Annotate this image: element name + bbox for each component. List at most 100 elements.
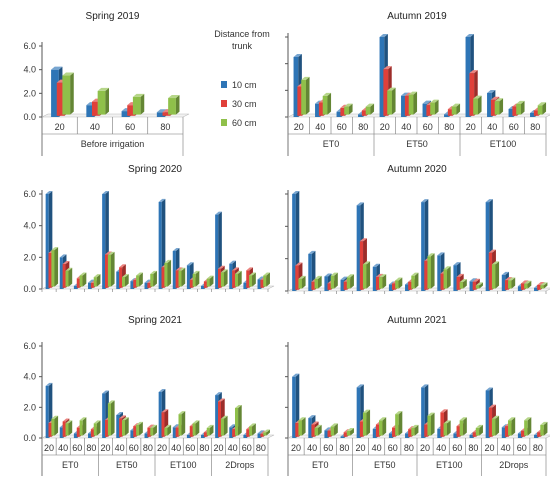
bar — [524, 417, 532, 436]
bar — [516, 100, 525, 115]
bar-front — [105, 419, 109, 437]
bar-front — [379, 420, 383, 436]
bar — [136, 421, 143, 436]
bar — [192, 420, 200, 436]
bar-side — [305, 76, 310, 115]
bar-top — [215, 392, 222, 396]
bar-top — [105, 251, 112, 255]
bar-front — [116, 271, 120, 289]
bar-front — [311, 281, 315, 290]
chart-title: Autumn 2021 — [387, 315, 447, 326]
y-tick-label: 6.0 — [23, 189, 36, 199]
bar — [65, 267, 73, 287]
bar — [379, 274, 387, 289]
bar-top — [491, 261, 500, 265]
bar-front — [524, 283, 528, 289]
bar-top — [346, 428, 354, 431]
bar-top — [324, 273, 332, 277]
bar — [395, 277, 403, 289]
bar-front — [308, 253, 312, 291]
bar-top — [421, 199, 429, 203]
bar-top — [293, 54, 302, 57]
bar-front — [164, 427, 168, 436]
bar-front — [102, 393, 106, 438]
bar-top — [45, 382, 53, 386]
plot-floor — [287, 287, 550, 292]
depth-label: 40 — [90, 122, 100, 132]
bar-front — [437, 428, 441, 438]
bar-top — [308, 415, 316, 419]
bar-front — [229, 427, 233, 438]
bar-side — [543, 282, 548, 289]
bar-front — [362, 264, 367, 289]
bar-front — [444, 114, 449, 117]
bar-front — [220, 418, 224, 436]
bar-front — [292, 194, 296, 291]
bar-front — [359, 421, 364, 437]
bar-front — [517, 286, 522, 291]
bar-front — [51, 69, 59, 117]
bar-top — [324, 427, 332, 431]
chart-spring-2019: Spring 2019 0.0 2.0 4.0 6.0 20 40 60 80 Before ir… — [23, 11, 190, 156]
legend-title-line1: Distance from — [214, 29, 270, 39]
x-axis-table: 20 40 60 80 20 40 60 80 20 40 60 80 20 40 60 80 ET0 ET50 E… — [287, 438, 547, 476]
bar-side — [195, 420, 200, 436]
bar-top — [465, 34, 474, 37]
bar-front — [356, 205, 361, 291]
depth-label: 40 — [315, 122, 325, 132]
depth-label: 80 — [358, 122, 368, 132]
x-axis-table: 20 40 60 80 20 40 60 80 20 40 60 80 20 40 60 80 ET0 ET50 E… — [41, 438, 269, 476]
bar-front — [504, 280, 509, 290]
bar-front — [359, 241, 364, 290]
bar — [459, 417, 467, 436]
bar-front — [356, 387, 361, 438]
bar-front — [324, 430, 328, 438]
group-label: 2Drops — [225, 460, 255, 470]
bar — [178, 411, 186, 436]
bar-top — [257, 276, 265, 280]
bar-top — [540, 282, 548, 286]
bar — [524, 280, 532, 289]
bar-front — [295, 423, 299, 437]
bar-top — [437, 252, 445, 256]
bar-side — [327, 92, 332, 115]
bar-side — [153, 424, 157, 436]
bar-side — [511, 417, 516, 436]
bar-front — [121, 277, 126, 287]
bar-front — [485, 390, 490, 438]
bar-front — [501, 427, 506, 438]
bar — [330, 423, 338, 436]
x-axis-table: 20 40 60 80 Before irrigation — [41, 117, 184, 156]
bar-front — [156, 112, 165, 117]
bar-top — [158, 389, 166, 392]
bar-top — [330, 272, 338, 276]
bar-top — [93, 274, 101, 278]
bar-side — [382, 274, 387, 289]
bar-front — [201, 434, 205, 438]
bar-top — [421, 384, 429, 388]
bar-front — [424, 260, 428, 290]
bar-top — [164, 424, 172, 428]
bar-top — [292, 191, 300, 194]
chart-title: Spring 2020 — [128, 164, 182, 175]
bar — [164, 424, 172, 436]
bar-top — [488, 249, 496, 253]
bar-front — [158, 201, 162, 289]
bar-front — [91, 101, 100, 116]
bar — [346, 274, 354, 289]
bar-front — [186, 434, 191, 438]
bar-top — [521, 280, 529, 284]
bar — [298, 417, 306, 436]
depth-label: 60 — [72, 443, 82, 453]
bar-side — [301, 417, 306, 436]
bar-top — [330, 423, 338, 427]
bar-front — [336, 111, 342, 117]
bar-top — [220, 269, 228, 273]
bar — [473, 95, 482, 115]
bar-side — [181, 411, 186, 436]
bar-front — [540, 424, 544, 436]
bar-front — [298, 278, 302, 289]
bar-side — [463, 279, 467, 289]
bar-top — [537, 281, 545, 285]
bar — [395, 411, 403, 436]
